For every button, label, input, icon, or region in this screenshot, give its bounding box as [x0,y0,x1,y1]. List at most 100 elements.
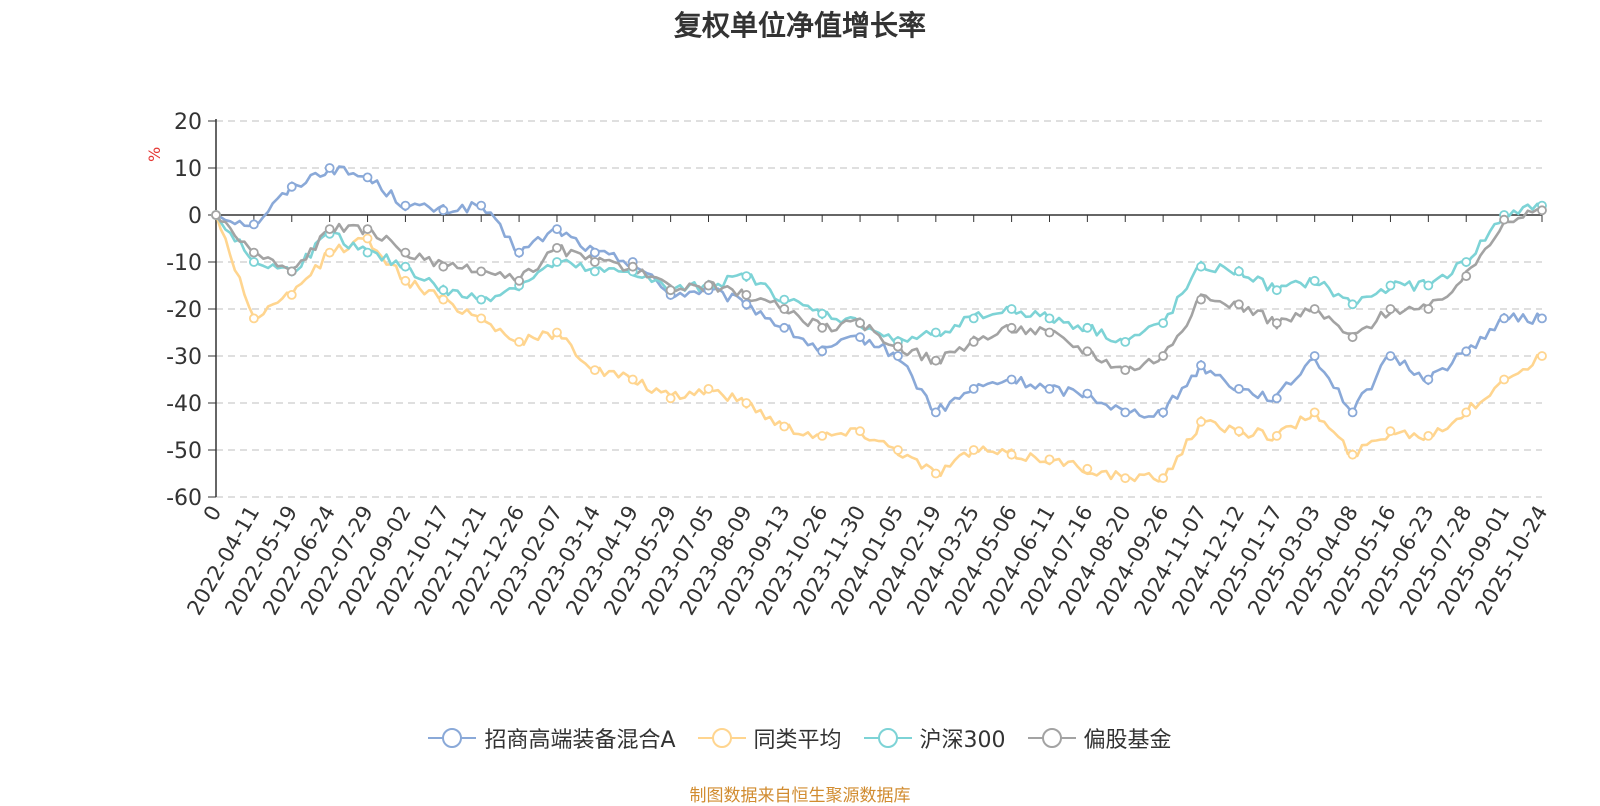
data-point [1499,214,1510,225]
data-point [211,210,221,220]
data-point [741,271,752,282]
data-point [552,224,562,235]
legend-item-equity-fund[interactable]: 偏股基金 [1027,722,1172,754]
data-point [1385,304,1396,314]
data-point [930,355,941,366]
data-point [248,313,259,324]
data-point [665,393,676,404]
data-point [1044,454,1055,465]
data-point [552,327,562,338]
data-point [1461,271,1472,282]
data-point [1234,383,1244,394]
data-point [1158,351,1169,361]
data-point [552,242,562,253]
y-tick-label: 0 [188,204,202,229]
data-point [248,219,259,230]
data-point [1044,327,1055,338]
data-point [476,313,487,324]
data-point [1309,304,1320,314]
data-point [1120,407,1131,418]
data-point [893,445,903,455]
legend-line-icon [1027,728,1076,748]
data-point [589,247,600,258]
data-point [514,275,524,286]
data-point [438,205,449,216]
data-point [1082,322,1093,333]
data-point [438,261,449,272]
data-point [1271,393,1282,404]
data-point [362,172,373,183]
legend-item-fund[interactable]: 招商高端装备混合A [428,722,676,754]
data-point [476,200,487,211]
data-point [1044,313,1055,324]
data-point [968,313,979,324]
data-point [893,351,903,361]
legend-item-peer-average[interactable]: 同类平均 [697,722,842,754]
data-point [400,261,411,272]
data-point [1158,318,1169,329]
y-tick-label: -30 [166,345,202,370]
legend-line-icon [863,728,912,748]
data-point [741,289,752,300]
data-point [779,294,790,305]
data-point [1537,313,1547,324]
data-point [1271,318,1282,329]
data-point [1423,430,1434,441]
data-point [400,200,411,211]
x-tick-labels: 02022-04-112022-05-192022-06-242022-07-2… [182,502,1552,620]
data-point [1158,473,1169,484]
data-point [968,445,979,455]
data-point [855,426,865,437]
data-point [286,289,297,300]
data-point [817,430,828,441]
y-tick-label: 20 [174,110,202,135]
data-point [589,365,600,376]
data-point [665,285,676,296]
data-point [1461,257,1472,267]
legend-line-icon [697,728,746,748]
data-point [286,266,297,277]
legend-item-csi300[interactable]: 沪深300 [863,722,1006,754]
data-point [855,332,865,343]
data-point [400,247,411,258]
data-point [476,266,487,277]
data-point [817,308,828,319]
series-line [214,208,1543,374]
data-point [1385,426,1396,437]
series-line [214,202,1543,345]
data-point [1120,365,1131,376]
y-tick-label: -40 [166,392,202,417]
data-point [1537,351,1547,361]
data-point [552,257,562,267]
data-point [248,257,259,267]
data-point [1309,407,1320,418]
y-tick-label: -20 [166,298,202,323]
chart-title: 复权单位净值增长率 [673,9,926,42]
data-point [627,261,638,272]
data-point [1537,205,1547,216]
data-point [893,341,903,352]
y-tick-label: 10 [174,157,202,182]
y-tick-label: -10 [166,251,202,276]
data-point [1271,430,1282,441]
data-point [1120,336,1131,347]
data-point [703,383,714,394]
data-point [741,398,752,408]
data-point [703,280,714,291]
data-point [400,275,411,286]
data-point [1347,407,1358,418]
data-point [589,266,600,277]
data-point [1234,266,1244,277]
series-lines [214,165,1543,483]
legend: 招商高端装备混合A 同类平均 沪深300 偏股基金 [0,722,1600,754]
data-point [930,327,941,338]
data-point [1499,313,1510,324]
series-line [214,214,1543,483]
y-tick-labels: 20 10 0 -10 -20 -30 -40 -50 -60 [166,110,202,511]
data-point [1196,261,1206,272]
data-point [286,181,297,192]
data-point [1234,426,1244,437]
data-point [514,247,524,258]
data-point [779,322,790,333]
